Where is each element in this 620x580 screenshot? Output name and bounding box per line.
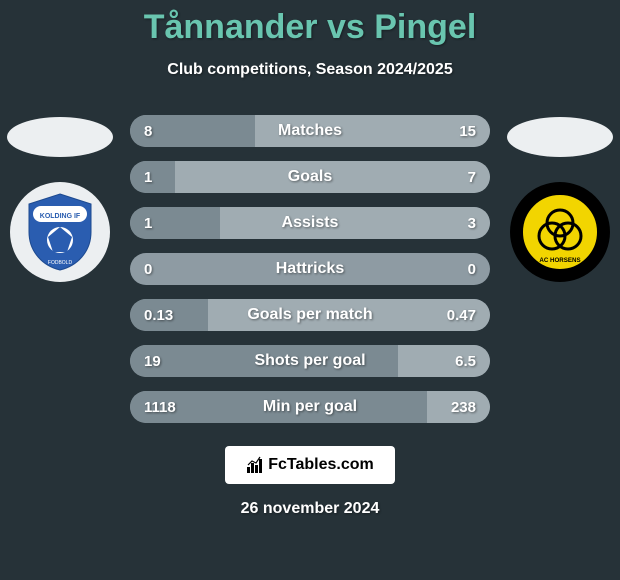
stat-value-left: 0.13 (144, 299, 173, 331)
stat-row: Assists1 3 (130, 207, 490, 239)
stat-value-left: 0 (144, 253, 152, 285)
comparison-content: KOLDING IF FODBOLD Matches815Goals17Assi… (0, 115, 620, 423)
chart-icon (246, 456, 264, 474)
stat-label: Assists (130, 207, 490, 239)
right-ellipse (507, 117, 613, 157)
stat-row: Min per goal1118 238 (130, 391, 490, 423)
page-subtitle: Club competitions, Season 2024/2025 (0, 61, 620, 79)
stat-value-right: 0.47 (447, 299, 476, 331)
stat-value-right: 15 (459, 115, 476, 147)
right-team-badge: AC HORSENS (510, 182, 610, 282)
right-shield-icon: AC HORSENS (519, 191, 601, 273)
left-team-column: KOLDING IF FODBOLD (0, 115, 120, 282)
svg-text:KOLDING IF: KOLDING IF (40, 213, 81, 220)
stat-value-left: 1 (144, 207, 152, 239)
page-title: Tånnander vs Pingel (0, 0, 620, 47)
stat-row: Shots per goal19 6.5 (130, 345, 490, 377)
stat-value-right: 238 (451, 391, 476, 423)
stat-value-left: 8 (144, 115, 152, 147)
stat-value-right: 7 (468, 161, 476, 193)
stat-row: Goals1 7 (130, 161, 490, 193)
stat-row: Matches8 15 (130, 115, 490, 147)
stat-label: Matches (130, 115, 490, 147)
stats-container: Matches815Goals17Assists13Hattricks00Goa… (130, 115, 490, 423)
stat-row: Goals per match0.13 0.47 (130, 299, 490, 331)
stat-value-right: 3 (468, 207, 476, 239)
stat-value-left: 1 (144, 161, 152, 193)
left-team-badge: KOLDING IF FODBOLD (10, 182, 110, 282)
brand-box: FcTables.com (225, 446, 395, 484)
stat-value-left: 19 (144, 345, 161, 377)
stat-row: Hattricks0 0 (130, 253, 490, 285)
stat-label: Shots per goal (130, 345, 490, 377)
stat-value-right: 0 (468, 253, 476, 285)
stat-label: Goals per match (130, 299, 490, 331)
stat-label: Goals (130, 161, 490, 193)
stat-label: Min per goal (130, 391, 490, 423)
svg-text:FODBOLD: FODBOLD (48, 260, 73, 266)
right-team-column: AC HORSENS (500, 115, 620, 282)
left-shield-icon: KOLDING IF FODBOLD (25, 192, 95, 272)
left-ellipse (7, 117, 113, 157)
stat-value-left: 1118 (144, 391, 176, 423)
svg-text:AC HORSENS: AC HORSENS (539, 257, 580, 264)
stat-value-right: 6.5 (455, 345, 476, 377)
date-text: 26 november 2024 (0, 500, 620, 518)
brand-text: FcTables.com (268, 456, 374, 474)
stat-label: Hattricks (130, 253, 490, 285)
